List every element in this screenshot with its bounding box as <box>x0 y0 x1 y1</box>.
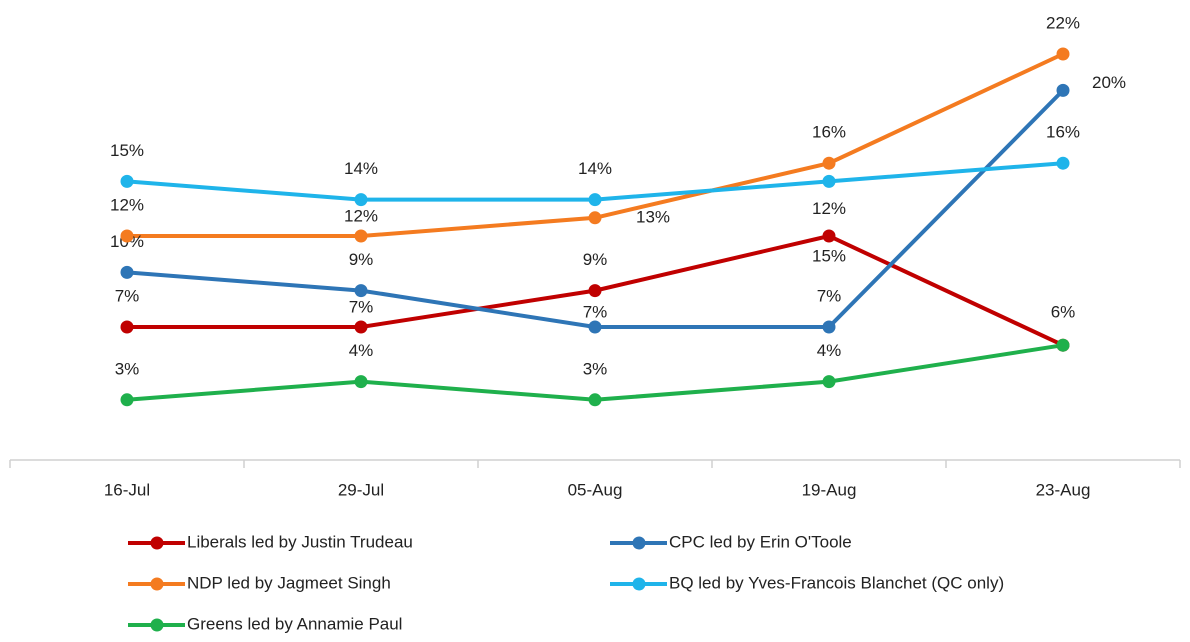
legend-label: Liberals led by Justin Trudeau <box>187 532 413 551</box>
point <box>120 320 134 334</box>
point <box>354 284 368 298</box>
point <box>822 320 836 334</box>
point <box>1056 338 1070 352</box>
data-label: 13% <box>636 207 670 226</box>
point <box>120 229 134 243</box>
legend-marker <box>150 618 164 632</box>
point <box>354 193 368 207</box>
data-label: 12% <box>344 206 378 225</box>
point <box>1056 47 1070 61</box>
data-label: 7% <box>583 302 608 321</box>
point <box>588 320 602 334</box>
data-label: 16% <box>1046 123 1080 142</box>
data-label: 9% <box>349 250 374 269</box>
point <box>588 393 602 407</box>
point <box>822 229 836 243</box>
point <box>120 265 134 279</box>
x-tick-label: 23-Aug <box>1036 480 1091 499</box>
legend-marker <box>632 577 646 591</box>
data-label: 3% <box>115 359 140 378</box>
x-tick-label: 19-Aug <box>802 480 857 499</box>
data-label: 20% <box>1092 73 1126 92</box>
data-label: 7% <box>349 297 374 316</box>
data-label: 16% <box>812 123 846 142</box>
data-label: 14% <box>344 159 378 178</box>
point <box>588 284 602 298</box>
point <box>354 229 368 243</box>
data-label: 15% <box>110 141 144 160</box>
legend-marker <box>150 536 164 550</box>
point <box>120 174 134 188</box>
data-label: 14% <box>578 159 612 178</box>
data-label: 4% <box>817 341 842 360</box>
point <box>588 211 602 225</box>
point <box>120 393 134 407</box>
data-label: 22% <box>1046 13 1080 32</box>
series-line <box>127 52 1064 238</box>
data-label: 4% <box>349 341 374 360</box>
data-label: 3% <box>583 359 608 378</box>
data-label: 7% <box>817 286 842 305</box>
point <box>354 320 368 334</box>
data-label: 12% <box>812 199 846 218</box>
legend-marker <box>150 577 164 591</box>
data-label: 15% <box>812 246 846 265</box>
x-tick-label: 29-Jul <box>338 480 384 499</box>
data-label: 6% <box>1051 303 1076 322</box>
x-tick-label: 05-Aug <box>568 480 623 499</box>
point <box>822 174 836 188</box>
data-label: 7% <box>115 286 140 305</box>
legend-label: CPC led by Erin O'Toole <box>669 532 852 551</box>
point <box>354 375 368 389</box>
legend-label: BQ led by Yves-Francois Blanchet (QC onl… <box>669 573 1004 592</box>
point <box>822 156 836 170</box>
point <box>1056 156 1070 170</box>
x-tick-label: 16-Jul <box>104 480 150 499</box>
legend-marker <box>632 536 646 550</box>
legend-label: Greens led by Annamie Paul <box>187 614 402 633</box>
point <box>822 375 836 389</box>
point <box>588 193 602 207</box>
legend-label: NDP led by Jagmeet Singh <box>187 573 391 592</box>
data-label: 9% <box>583 250 608 269</box>
point <box>1056 83 1070 97</box>
data-label: 12% <box>110 195 144 214</box>
